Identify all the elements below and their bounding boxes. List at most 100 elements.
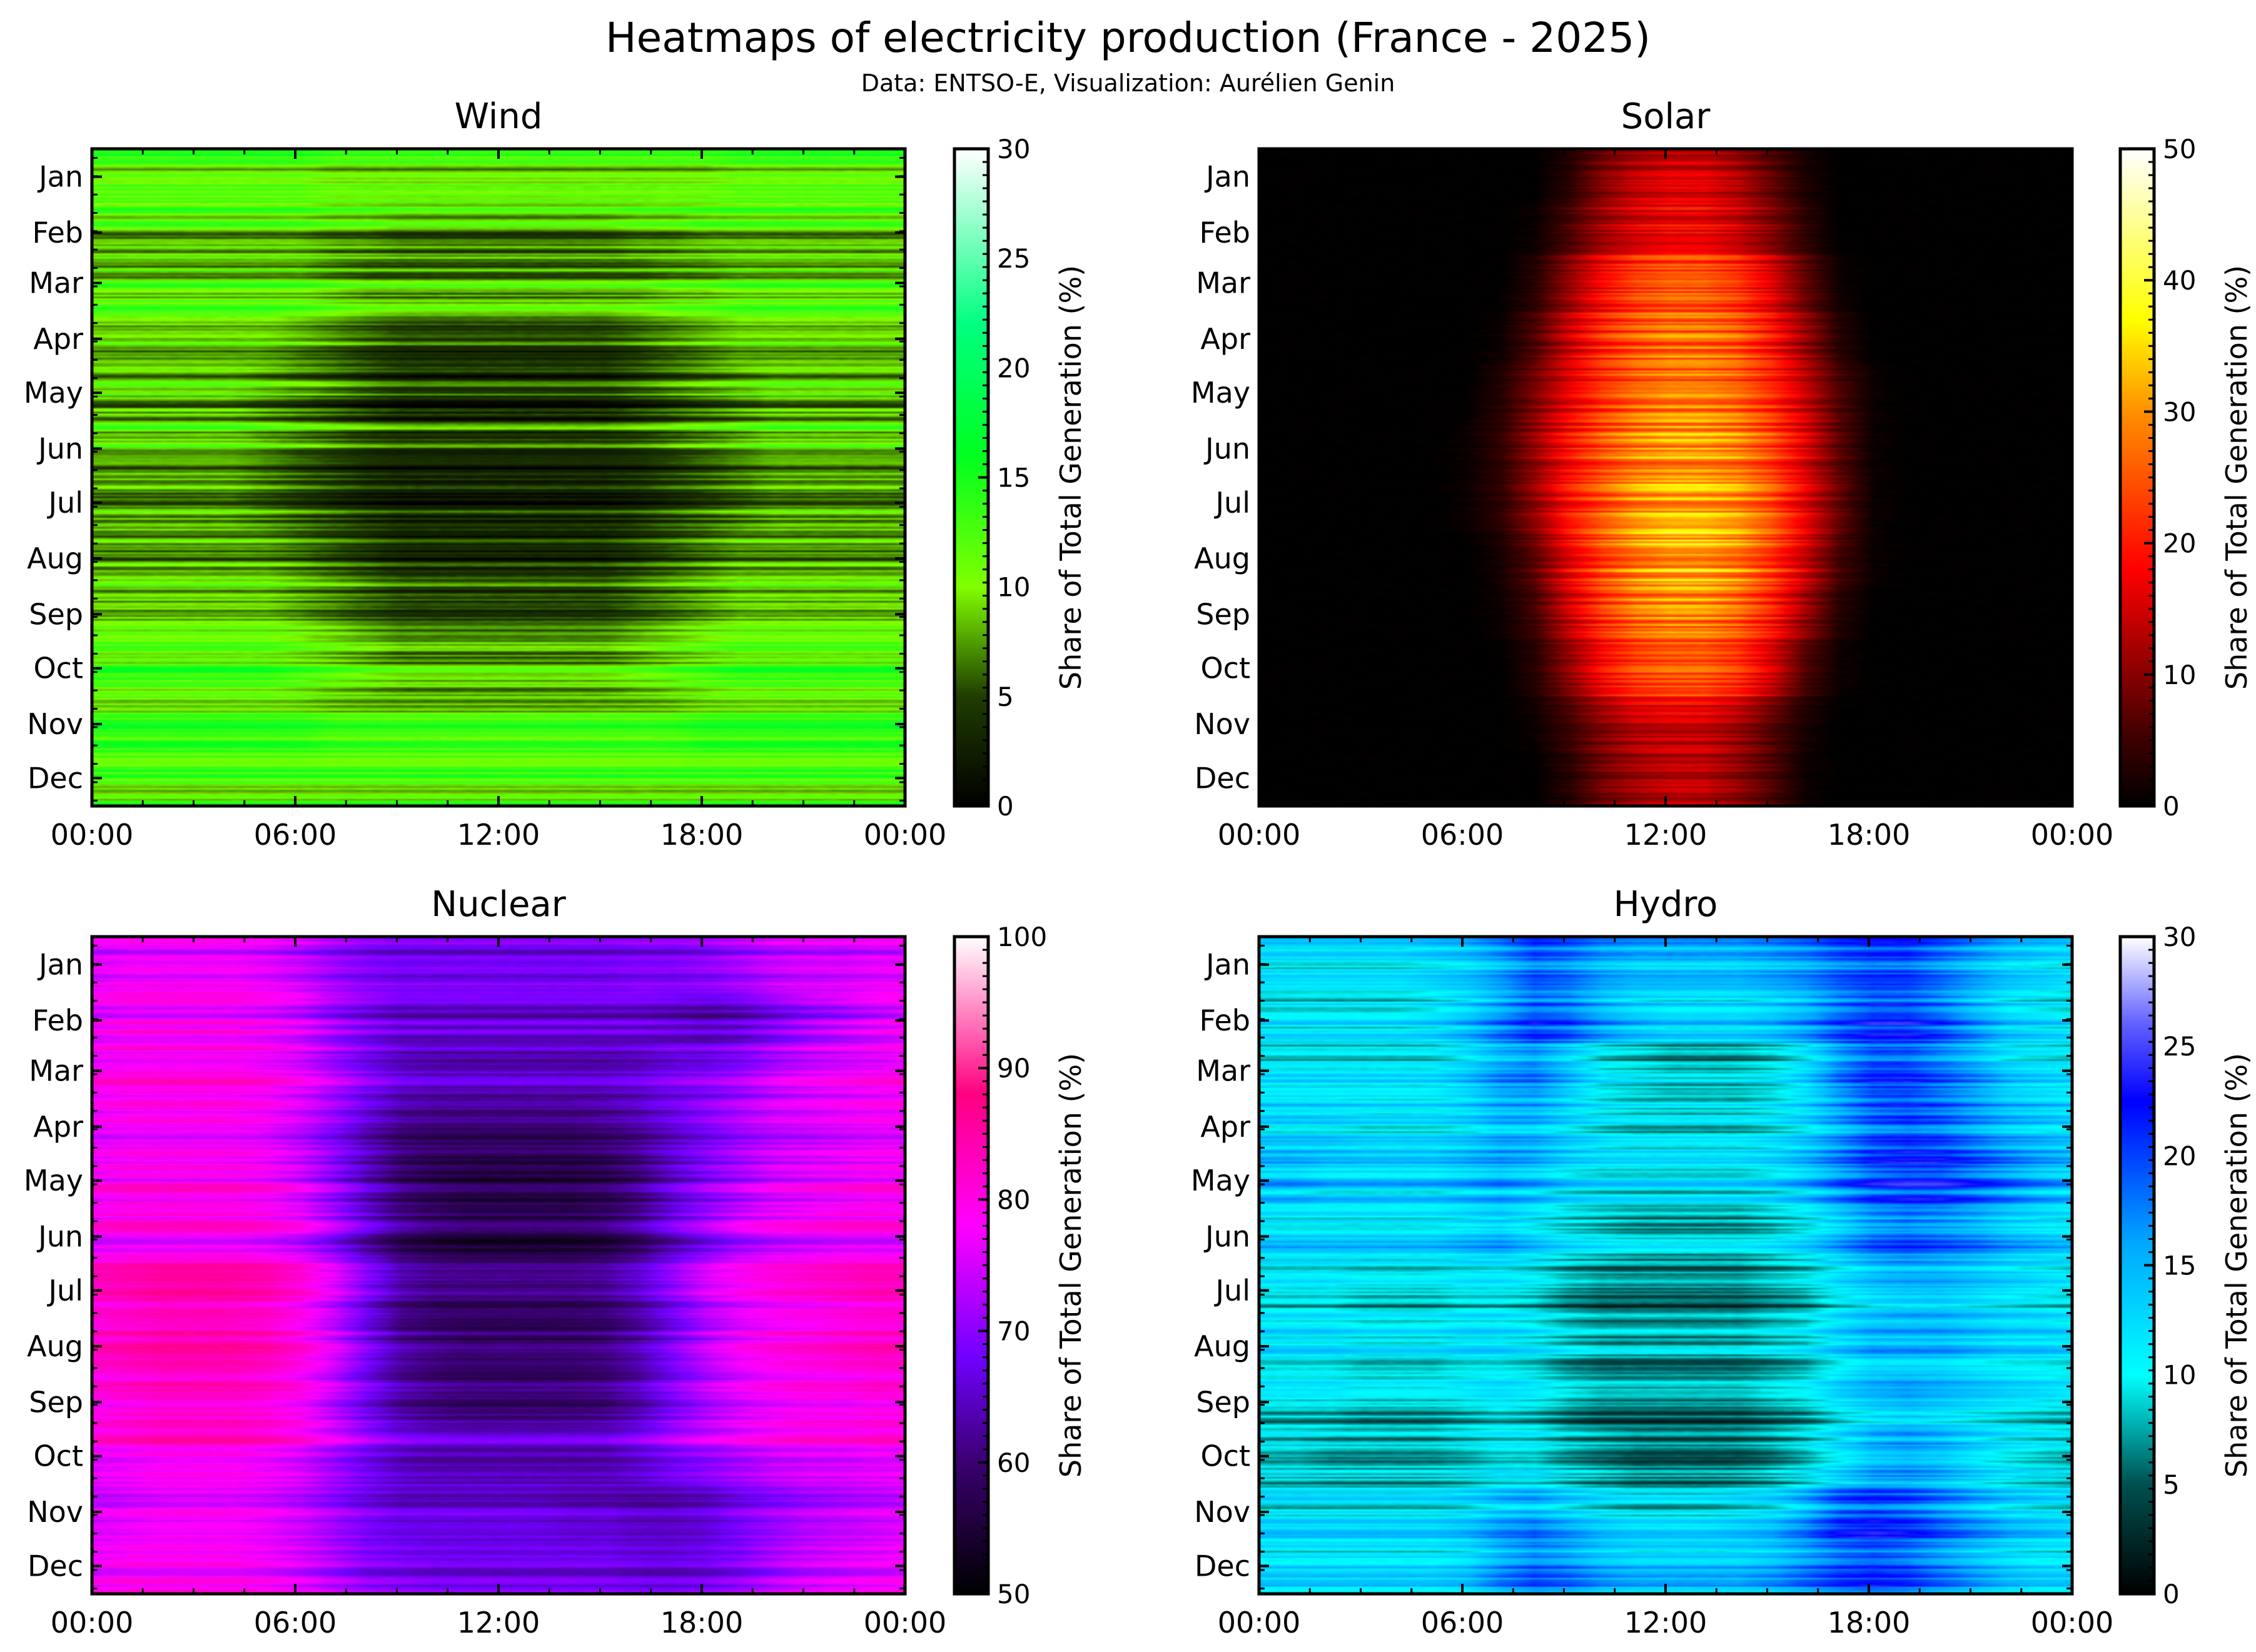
colorbar-tick-label: 0 [2163, 1579, 2180, 1609]
x-tick-label: 00:00 [51, 818, 134, 852]
y-tick-label: Nov [27, 1495, 83, 1529]
x-tick-label: 12:00 [1624, 1606, 1707, 1639]
heatmap-image-hydro [1259, 937, 2072, 1594]
x-tick-label: 06:00 [254, 818, 337, 852]
y-tick-label: Nov [1194, 1495, 1250, 1529]
panel-title-hydro: Hydro [1613, 884, 1718, 925]
figure-title: Heatmaps of electricity production (Fran… [605, 14, 1651, 62]
x-tick-label: 18:00 [1828, 818, 1911, 852]
colorbar-tick-label: 10 [2163, 660, 2196, 690]
colorbar-tick-label: 25 [997, 243, 1030, 274]
y-tick-label: May [1191, 376, 1250, 410]
panel-title-wind: Wind [454, 96, 543, 137]
y-tick-label: May [24, 1164, 83, 1197]
x-tick-label: 00:00 [2031, 818, 2114, 852]
y-tick-label: Oct [33, 1439, 83, 1473]
y-tick-label: Jul [1213, 486, 1250, 520]
colorbar-tick-label: 20 [2163, 528, 2196, 559]
x-tick-label: 18:00 [660, 1606, 744, 1639]
y-tick-label: Jun [1203, 1219, 1250, 1253]
colorbar-tick-label: 20 [2163, 1141, 2196, 1171]
x-tick-label: 00:00 [1218, 1606, 1301, 1639]
colorbar-tick-label: 0 [997, 791, 1014, 822]
colorbar-axis-label: Share of Total Generation (%) [2220, 1053, 2253, 1478]
colorbar-tick-label: 80 [997, 1184, 1030, 1215]
y-tick-label: Sep [1196, 597, 1250, 631]
heatmap-image-nuclear [92, 937, 905, 1594]
x-tick-label: 00:00 [1218, 818, 1301, 852]
x-tick-label: 00:00 [51, 1606, 134, 1639]
y-tick-label: Mar [29, 1054, 83, 1088]
y-tick-label: Apr [1200, 322, 1250, 356]
y-tick-label: Sep [1196, 1385, 1250, 1419]
y-tick-label: Oct [1200, 1439, 1250, 1473]
y-tick-label: Jan [37, 160, 83, 194]
y-tick-label: Dec [28, 1549, 83, 1583]
colorbar-tick-label: 30 [2163, 922, 2196, 952]
colorbar-tick-label: 10 [2163, 1360, 2196, 1391]
y-tick-label: Jan [1204, 160, 1250, 194]
colorbar-tick-label: 100 [997, 922, 1047, 952]
colorbar-tick-label: 30 [2163, 396, 2196, 427]
colorbar-tick-label: 90 [997, 1053, 1030, 1084]
y-tick-label: Aug [1194, 1329, 1250, 1363]
x-tick-label: 18:00 [1828, 1606, 1911, 1639]
colorbar-tick-label: 30 [997, 134, 1030, 164]
x-tick-label: 06:00 [1421, 1606, 1504, 1639]
x-tick-label: 12:00 [457, 818, 540, 852]
y-tick-label: Sep [29, 1385, 83, 1419]
y-tick-label: Feb [33, 216, 83, 249]
y-tick-label: Feb [33, 1004, 83, 1037]
y-tick-label: Nov [1194, 707, 1250, 741]
y-tick-label: Jul [46, 486, 83, 520]
y-tick-label: Jun [1203, 431, 1250, 465]
colorbar-axis-label: Share of Total Generation (%) [1054, 265, 1088, 690]
y-tick-label: Mar [29, 266, 83, 300]
y-tick-label: Dec [1195, 761, 1250, 795]
y-tick-label: Apr [33, 1110, 83, 1144]
y-tick-label: Feb [1200, 1004, 1250, 1037]
heatmap-image-solar [1259, 149, 2072, 806]
x-tick-label: 18:00 [660, 818, 744, 852]
y-tick-label: Oct [33, 652, 83, 685]
y-tick-label: Oct [1200, 652, 1250, 685]
y-tick-label: Mar [1196, 1054, 1250, 1088]
panel-title-solar: Solar [1621, 96, 1711, 137]
figure-subtitle: Data: ENTSO-E, Visualization: Aurélien G… [861, 69, 1395, 97]
colorbar-tick-label: 40 [2163, 265, 2196, 296]
x-tick-label: 00:00 [2031, 1606, 2114, 1639]
y-tick-label: Jul [46, 1274, 83, 1307]
x-tick-label: 00:00 [864, 818, 947, 852]
y-tick-label: Dec [1195, 1549, 1250, 1583]
colorbar-tick-label: 5 [2163, 1469, 2180, 1500]
y-tick-label: Jun [36, 1219, 83, 1253]
colorbar-tick-label: 10 [997, 572, 1030, 603]
y-tick-label: Aug [27, 541, 83, 575]
panel-title-nuclear: Nuclear [431, 884, 566, 925]
y-tick-label: Jan [1204, 948, 1250, 982]
colorbar-tick-label: 20 [997, 353, 1030, 383]
colorbar-tick-label: 70 [997, 1316, 1030, 1347]
colorbar-axis-label: Share of Total Generation (%) [2220, 265, 2253, 690]
colorbar-tick-label: 25 [2163, 1031, 2196, 1062]
y-tick-label: May [1191, 1164, 1250, 1197]
colorbar-tick-label: 50 [2163, 134, 2196, 164]
y-tick-label: Jul [1213, 1274, 1250, 1307]
y-tick-label: Sep [29, 597, 83, 631]
y-tick-label: Apr [1200, 1110, 1250, 1144]
heatmap-image-wind [92, 149, 905, 806]
x-tick-label: 06:00 [254, 1606, 337, 1639]
y-tick-label: Nov [27, 707, 83, 741]
colorbar-tick-label: 15 [2163, 1251, 2196, 1281]
colorbar-tick-label: 0 [2163, 791, 2180, 822]
y-tick-label: Aug [1194, 541, 1250, 575]
y-tick-label: May [24, 376, 83, 410]
x-tick-label: 12:00 [1624, 818, 1707, 852]
y-tick-label: Dec [28, 761, 83, 795]
x-tick-label: 06:00 [1421, 818, 1504, 852]
y-tick-label: Aug [27, 1329, 83, 1363]
y-tick-label: Jun [36, 431, 83, 465]
